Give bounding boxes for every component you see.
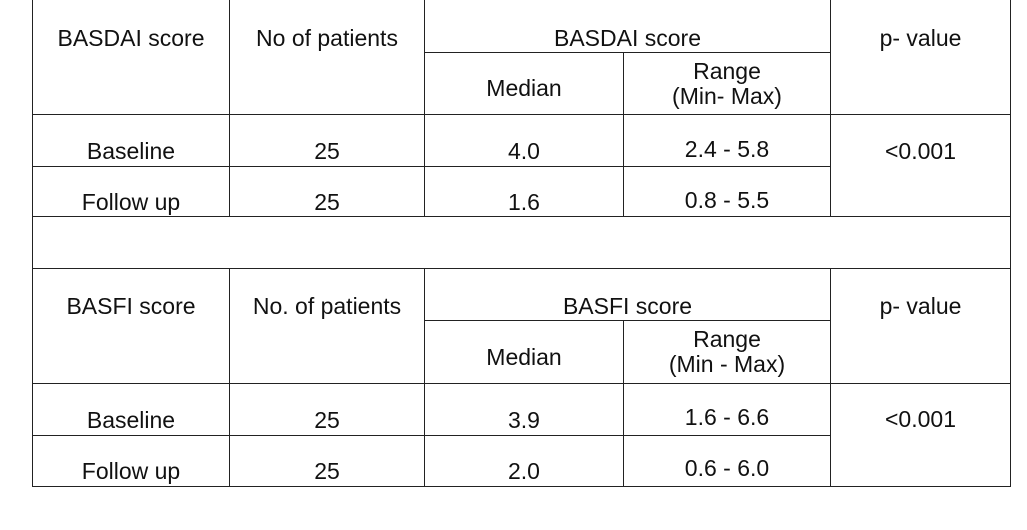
rule	[32, 268, 1011, 269]
header-range-line2: (Min- Max)	[672, 82, 782, 109]
row-range: 1.6 - 6.6	[684, 404, 770, 430]
rule	[32, 486, 1011, 487]
rule	[623, 320, 624, 487]
rule	[830, 0, 831, 217]
rule	[424, 52, 830, 53]
header-score: BASDAI score	[57, 25, 205, 51]
header-group: BASFI score	[562, 293, 693, 319]
rule	[32, 114, 1011, 115]
rule	[424, 320, 830, 321]
row-patients: 25	[314, 189, 340, 215]
header-group: BASDAI score	[554, 25, 701, 51]
rule	[229, 0, 230, 217]
rule	[830, 268, 831, 487]
header-median: Median	[486, 344, 562, 370]
header-p-value: p- value	[879, 293, 962, 319]
rule	[229, 268, 230, 487]
header-median: Median	[486, 75, 562, 101]
header-range: Range (Min - Max)	[624, 321, 830, 383]
row-range: 0.6 - 6.0	[684, 455, 770, 481]
header-p-value: p- value	[879, 25, 962, 51]
rule	[32, 0, 33, 487]
header-range-line1: Range	[693, 57, 761, 84]
row-patients: 25	[314, 458, 340, 484]
row-label: Follow up	[81, 458, 181, 484]
rule	[424, 268, 425, 487]
row-patients: 25	[314, 407, 340, 433]
p-value: <0.001	[885, 138, 956, 164]
row-median: 4.0	[508, 138, 540, 164]
row-median: 1.6	[508, 189, 540, 215]
rule	[32, 166, 830, 167]
row-range: 0.8 - 5.5	[684, 187, 770, 213]
rule	[623, 52, 624, 217]
p-value: <0.001	[885, 406, 956, 432]
row-label: Baseline	[86, 138, 176, 164]
row-range: 2.4 - 5.8	[684, 136, 770, 162]
header-range-line2: (Min - Max)	[668, 351, 786, 377]
row-median: 3.9	[508, 407, 540, 433]
row-median: 2.0	[508, 458, 540, 484]
rule	[424, 0, 425, 217]
row-label: Baseline	[86, 407, 176, 433]
rule	[32, 383, 1011, 384]
header-range-line1: Range	[693, 326, 761, 352]
header-range: Range (Min- Max)	[624, 53, 830, 114]
rule	[1010, 0, 1011, 487]
row-label: Follow up	[81, 189, 181, 215]
rule	[32, 216, 1011, 217]
row-patients: 25	[314, 138, 340, 164]
rule	[32, 435, 830, 436]
header-patients: No. of patients	[252, 293, 402, 319]
header-patients: No of patients	[256, 25, 398, 51]
header-score: BASFI score	[66, 293, 196, 319]
